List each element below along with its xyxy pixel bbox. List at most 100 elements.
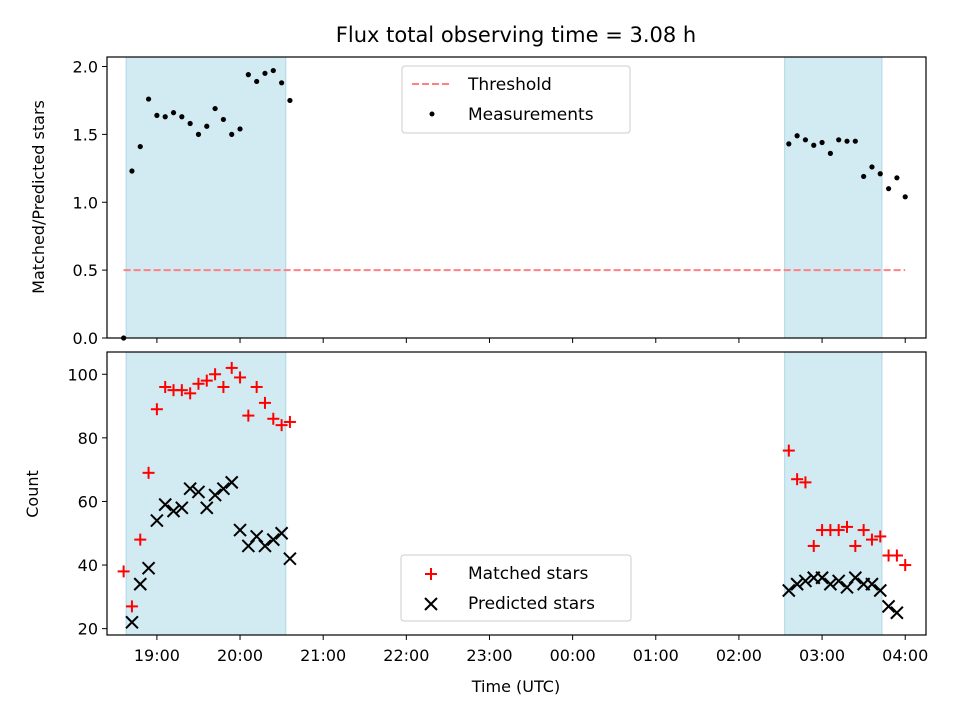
measurement-point xyxy=(179,114,185,120)
measurement-point xyxy=(877,171,883,177)
x-tick-label: 04:00 xyxy=(882,646,928,665)
x-tick-label: 00:00 xyxy=(550,646,596,665)
matched-star-point xyxy=(250,380,263,393)
predicted-star-point xyxy=(175,501,189,515)
top-plot-frame xyxy=(106,56,927,339)
matched-star-point xyxy=(184,387,197,400)
measurement-point xyxy=(844,138,850,144)
predicted-star-point xyxy=(258,539,272,553)
chart-title: Flux total observing time = 3.08 h xyxy=(336,23,696,47)
matched-star-point xyxy=(150,403,163,416)
y-tick-label: 100 xyxy=(67,365,98,384)
legend-predicted-label: Predicted stars xyxy=(468,594,595,614)
predicted-star-point xyxy=(890,606,904,620)
predicted-star-point xyxy=(216,482,231,496)
y-tick-label: 2.0 xyxy=(73,58,98,77)
x-tick-label: 02:00 xyxy=(716,646,762,665)
measurement-point xyxy=(254,78,260,85)
predicted-star-point xyxy=(823,577,838,591)
y-tick-label: 60 xyxy=(78,492,98,511)
legend-matched-swatch xyxy=(425,568,437,580)
measurement-point xyxy=(212,105,218,112)
top-y-axis-label: Matched/Predicted stars xyxy=(29,100,48,294)
matched-star-point xyxy=(841,520,854,533)
measurement-point xyxy=(154,112,160,118)
matched-star-point xyxy=(234,371,247,384)
legend-matched-label: Matched stars xyxy=(468,564,588,584)
matched-star-point xyxy=(791,473,804,486)
matched-star-point xyxy=(117,565,130,578)
top-legend: Threshold Measurements xyxy=(401,65,631,134)
x-tick-label: 03:00 xyxy=(799,646,845,665)
measurement-point xyxy=(245,72,251,78)
shaded-interval xyxy=(125,56,287,339)
bottom-plot-frame xyxy=(106,351,927,636)
predicted-star-point xyxy=(133,577,147,591)
predicted-star-point xyxy=(831,574,846,588)
matched-star-point xyxy=(159,380,172,393)
measurement-point xyxy=(195,131,202,137)
measurement-point xyxy=(794,133,800,139)
matched-star-point xyxy=(209,368,222,381)
measurement-point xyxy=(287,97,293,104)
measurement-point xyxy=(869,164,875,170)
matched-star-point xyxy=(857,524,870,537)
measurement-point xyxy=(229,131,235,137)
predicted-star-point xyxy=(865,577,879,591)
measurement-point xyxy=(220,116,227,123)
predicted-star-point xyxy=(798,574,813,588)
measurement-point xyxy=(861,173,867,180)
measurement-point xyxy=(802,137,809,143)
predicted-star-point xyxy=(141,561,156,575)
matched-star-point xyxy=(175,384,188,397)
measurement-point xyxy=(262,70,268,76)
predicted-star-point xyxy=(150,513,164,528)
measurement-point xyxy=(836,137,842,143)
x-tick-label: 21:00 xyxy=(300,646,346,665)
measurement-point xyxy=(811,142,817,148)
measurement-point xyxy=(786,141,792,147)
y-tick-label: 40 xyxy=(78,556,98,575)
measurement-point xyxy=(279,80,285,86)
y-tick-label: 1.0 xyxy=(73,193,98,212)
measurement-point xyxy=(902,194,908,200)
matched-star-point xyxy=(890,549,903,562)
y-tick-label: 80 xyxy=(78,429,98,448)
predicted-star-point xyxy=(873,583,887,598)
bottom-panel: 20 40 60 80 100 19:00 20:00 21:00 22:00 23:00 00:… xyxy=(23,351,928,696)
bottom-y-axis-label: Count xyxy=(23,470,42,518)
measurement-point xyxy=(852,138,858,144)
shaded-interval xyxy=(784,56,883,339)
matched-star-point xyxy=(142,466,155,479)
predicted-star-point xyxy=(166,504,181,518)
bottom-legend-box xyxy=(400,554,632,622)
legend-measurements-swatch xyxy=(429,111,435,117)
predicted-star-point xyxy=(125,615,139,629)
matched-star-point xyxy=(782,444,795,457)
matched-star-point xyxy=(799,476,812,489)
predicted-star-point xyxy=(225,475,239,490)
measurement-point xyxy=(819,139,825,146)
predicted-star-point xyxy=(815,571,829,585)
legend-threshold-label: Threshold xyxy=(467,75,552,95)
measurement-point xyxy=(187,120,193,127)
predicted-star-point xyxy=(266,532,281,547)
measurement-point xyxy=(129,168,135,174)
x-tick-label: 19:00 xyxy=(134,646,180,665)
predicted-star-point xyxy=(191,485,206,499)
predicted-star-point xyxy=(274,526,289,540)
matched-star-point xyxy=(849,539,862,552)
predicted-star-point xyxy=(881,599,896,614)
measurement-point xyxy=(827,150,833,156)
predicted-star-point xyxy=(183,482,197,496)
predicted-star-point xyxy=(790,577,804,591)
matched-star-point xyxy=(832,524,845,537)
x-tick-label: 20:00 xyxy=(217,646,263,665)
shaded-interval xyxy=(125,351,287,636)
y-tick-label: 0.5 xyxy=(73,261,98,280)
measurement-point xyxy=(137,143,143,150)
matched-star-point xyxy=(807,539,820,552)
x-tick-label: 01:00 xyxy=(633,646,679,665)
matched-star-point xyxy=(192,377,205,390)
